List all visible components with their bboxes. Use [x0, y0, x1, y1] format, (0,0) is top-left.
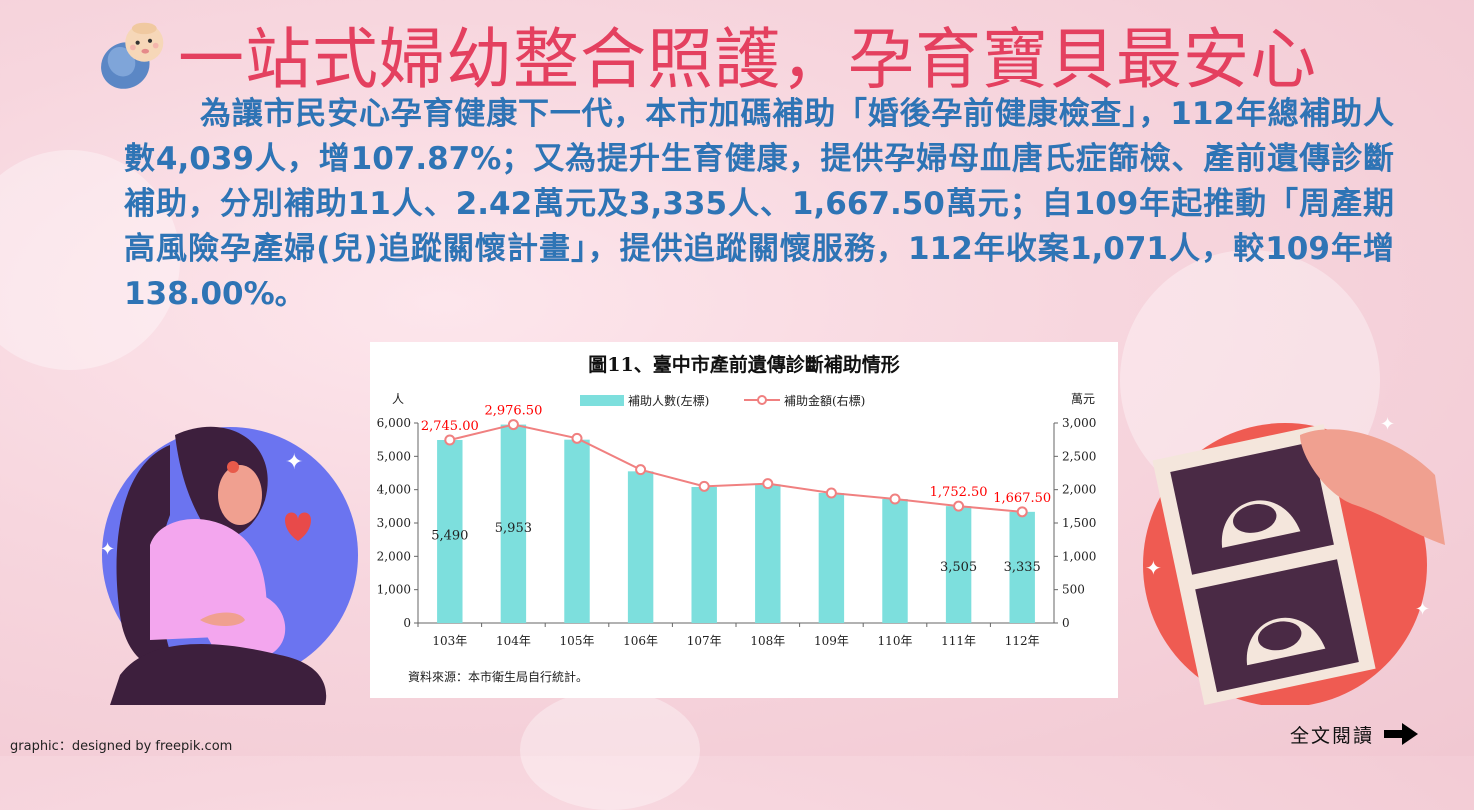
svg-text:✦: ✦: [100, 539, 115, 560]
right-tick-label: 1,000: [1062, 549, 1096, 563]
legend-line-label: 補助金額(右標): [784, 393, 865, 408]
bar: [500, 424, 527, 623]
x-tick-label: 103年: [432, 634, 467, 648]
arrow-right-icon: [1384, 723, 1419, 745]
left-unit-label: 人: [392, 392, 404, 406]
baby-icon: [101, 22, 164, 89]
background-bokeh: [0, 150, 180, 370]
right-tick-label: 2,500: [1062, 449, 1096, 463]
legend: 補助人數(左標) 補助金額(右標): [580, 393, 865, 408]
line-marker: [762, 478, 774, 490]
bar-data-label: 5,490: [431, 529, 468, 544]
right-tick-label: 2,000: [1062, 483, 1096, 497]
read-full-label: 全文閱讀: [1290, 724, 1375, 747]
bar: [691, 487, 717, 623]
bar-data-label: 5,953: [495, 521, 532, 536]
line-marker: [953, 500, 965, 512]
bar: [945, 506, 972, 623]
right-tick-label: 0: [1062, 616, 1070, 630]
left-tick-label: 4,000: [377, 483, 411, 497]
chart-source: 資料來源：本市衛生局自行統計。: [408, 669, 588, 684]
pregnant-woman-illustration: ✦ ✦: [100, 426, 358, 705]
bar: [1009, 511, 1035, 623]
line-marker: [889, 493, 901, 505]
x-tick-label: 107年: [687, 634, 722, 648]
line-marker: [698, 480, 710, 492]
read-full-link[interactable]: 全文閱讀: [1290, 718, 1419, 750]
line-path: [449, 423, 1023, 513]
combo-chart: 圖11、臺中市產前遺傳診斷補助情形 人 萬元 補助人數(左標) 補助金額(右標)…: [377, 353, 1097, 684]
left-tick-label: 6,000: [377, 416, 411, 430]
line-data-label: 1,667.50: [993, 491, 1051, 506]
background-bokeh: [520, 690, 700, 810]
right-tick-label: 1,500: [1062, 516, 1096, 530]
bar: [755, 484, 781, 623]
line-marker: [1016, 506, 1028, 518]
line-marker: [444, 434, 456, 446]
axes: 0 1,000 2,000 3,000 4,000 5,000 6,000 0 500 1,000…: [377, 416, 1097, 648]
bar: [882, 499, 908, 623]
svg-text:✦: ✦: [285, 450, 303, 475]
credit-text: graphic：designed by freepik.com: [10, 739, 233, 754]
svg-text:✦: ✦: [1415, 599, 1430, 620]
line-marker: [635, 464, 647, 476]
bar: [818, 493, 845, 623]
svg-text:✦: ✦: [1145, 556, 1162, 580]
x-tick-label: 106年: [623, 634, 658, 648]
legend-line-marker: [757, 395, 767, 405]
left-tick-label: 0: [403, 616, 411, 630]
data-labels: 5,490 5,953 3,505 3,335 2,745.00 2,976.50 1,75…: [421, 404, 1051, 575]
right-tick-label: 3,000: [1062, 416, 1096, 430]
line-data-label: 2,976.50: [484, 404, 542, 419]
bar: [564, 439, 590, 623]
line-marker: [571, 432, 583, 444]
line-marker: [825, 487, 837, 499]
line-marker: [507, 419, 519, 431]
x-tick-label: 105年: [560, 634, 595, 648]
legend-bar-label: 補助人數(左標): [628, 393, 709, 408]
header: 一站式婦幼整合照護，孕育寶貝最安心: [88, 4, 1458, 98]
page-title: 一站式婦幼整合照護，孕育寶貝最安心: [178, 21, 1317, 98]
right-tick-label: 500: [1062, 583, 1085, 597]
x-tick-label: 112年: [1005, 634, 1040, 648]
bar-data-label: 3,335: [1004, 560, 1041, 575]
right-unit-label: 萬元: [1071, 392, 1095, 406]
x-tick-label: 108年: [750, 634, 785, 648]
bar-data-label: 3,505: [940, 560, 977, 575]
svg-text:✦: ✦: [1380, 414, 1395, 435]
x-tick-label: 111年: [941, 634, 976, 648]
left-tick-label: 5,000: [377, 449, 411, 463]
chart-container: 圖11、臺中市產前遺傳診斷補助情形 人 萬元 補助人數(左標) 補助金額(右標)…: [370, 342, 1118, 698]
legend-bar-swatch: [580, 395, 624, 406]
left-tick-label: 1,000: [377, 583, 411, 597]
left-tick-label: 2,000: [377, 549, 411, 563]
x-tick-label: 109年: [814, 634, 849, 648]
line-data-label: 2,745.00: [421, 419, 479, 434]
chart-title: 圖11、臺中市產前遺傳診斷補助情形: [588, 353, 899, 376]
left-tick-label: 3,000: [377, 516, 411, 530]
line-series: [444, 419, 1028, 518]
bar-series: [437, 424, 1035, 623]
x-tick-label: 110年: [878, 634, 913, 648]
bar: [437, 440, 463, 623]
bar: [627, 471, 654, 623]
line-data-label: 1,752.50: [930, 485, 988, 500]
summary-paragraph: 為讓市民安心孕育健康下一代，本市加碼補助「婚後孕前健康檢查」，112年總補助人數…: [124, 96, 1394, 312]
x-tick-label: 104年: [496, 634, 531, 648]
ultrasound-illustration: ✦ ✦ ✦: [1143, 414, 1445, 705]
